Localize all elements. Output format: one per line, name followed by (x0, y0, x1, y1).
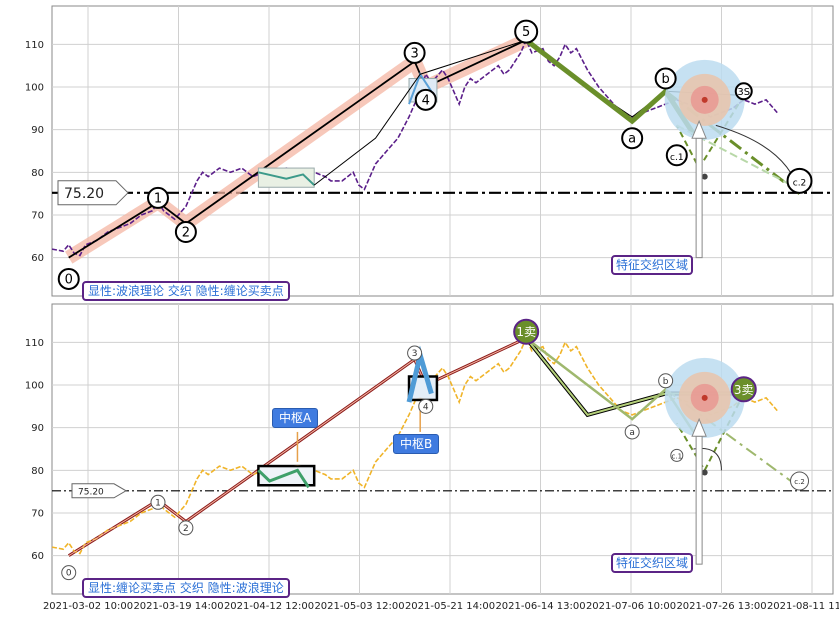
bottom-arrow-shaft (695, 435, 703, 565)
top-wave-label-circle (403, 41, 426, 64)
bottom-y-tick-label: 70 (31, 508, 44, 519)
bottom-wave-label-circle (178, 520, 194, 536)
top-wave-label: b (662, 72, 670, 87)
bottom-wave-label: 3 (412, 349, 418, 359)
top-panel-note: 显性:波浪理论 交织 隐性:缠论买卖点 (82, 281, 290, 301)
hub-a-label: 中枢A (272, 408, 319, 428)
top-hub-a-stroke (258, 171, 315, 186)
top-wave-label-circle (734, 82, 753, 101)
top-plot-frame (51, 5, 834, 297)
bottom-hub-a-stroke (257, 468, 310, 489)
bottom-wave-label: 0 (66, 569, 72, 579)
bottom-target-dot (701, 394, 708, 401)
top-feature-zone-label: 特征交织区域 (611, 255, 694, 275)
top-level-tag-text: 75.20 (64, 186, 104, 202)
x-tick-label: 2021-08-11 11:00 (767, 601, 839, 612)
top-wave-label-circle (654, 67, 677, 90)
bottom-endpoint-dot (701, 469, 708, 476)
bottom-level-tag (71, 483, 127, 499)
top-wave-label: c.1 (670, 153, 684, 163)
top-wave-label-circle (57, 267, 80, 290)
bottom-wave-inner (68, 337, 527, 557)
top-light-projection (676, 124, 800, 191)
x-tick-label: 2021-07-26 13:00 (676, 601, 766, 612)
bottom-wave-label: c.1 (672, 452, 683, 460)
bottom-wave-label-circle (513, 318, 540, 345)
bottom-wave-label-circle (670, 448, 684, 462)
x-tick-label: 2021-05-03 12:00 (314, 601, 404, 612)
x-tick-label: 2021-03-19 14:00 (133, 601, 223, 612)
top-wave-label: 5 (522, 25, 530, 40)
top-wave-label-circle (621, 127, 644, 150)
top-y-tick-label: 80 (31, 168, 44, 179)
bottom-wave-label-circle (658, 373, 674, 389)
bottom-wave-label-circle (790, 471, 810, 491)
bottom-wave-label: 1卖 (516, 325, 536, 339)
top-wave-label-circle (786, 167, 813, 194)
x-tick-label: 2021-05-21 14:00 (405, 601, 495, 612)
bottom-plot-frame (51, 303, 834, 595)
bottom-wave-label: c.2 (794, 478, 805, 486)
bottom-feature-zone-label: 特征交织区域 (611, 553, 694, 573)
bottom-wave-label-circle (418, 398, 434, 414)
top-wave-label-circle (414, 88, 437, 111)
bottom-arrow-head (691, 417, 707, 437)
bottom-wave-label-circle (61, 565, 77, 581)
bottom-wave-label: a (629, 428, 635, 438)
top-wave-label: 0 (65, 272, 73, 287)
bottom-wave-label: 4 (423, 402, 429, 412)
top-wave-label: 1 (154, 191, 162, 206)
x-tick-label: 2021-07-06 10:00 (586, 601, 676, 612)
bottom-y-tick-label: 100 (25, 381, 44, 392)
bottom-wave-label-circle (150, 494, 166, 510)
bottom-green-dash (675, 393, 745, 473)
top-wave-label: 2 (182, 226, 190, 241)
top-wave-label: 3 (410, 46, 418, 61)
bottom-wave-label: 3卖 (734, 383, 754, 397)
bottom-wave-label-circle (624, 424, 640, 440)
top-arrow-head (691, 119, 707, 139)
top-wave-label-circle (514, 19, 539, 44)
top-wave-label-circle (174, 221, 197, 244)
x-tick-label: 2021-04-12 12:00 (224, 601, 314, 612)
bottom-wave-label-circle (407, 345, 423, 361)
x-tick-label: 2021-06-14 13:00 (495, 601, 585, 612)
top-wave-label: 4 (422, 93, 430, 108)
top-level-tag (57, 180, 129, 206)
bottom-y-tick-label: 110 (25, 338, 44, 349)
top-wave-label-circle (146, 186, 169, 209)
bottom-y-tick-label: 80 (31, 466, 44, 477)
bottom-wave-label: b (663, 377, 669, 387)
bottom-y-tick-label: 60 (31, 551, 44, 562)
bottom-wave-label: 1 (155, 498, 161, 508)
top-hub-a-box (257, 167, 315, 188)
hub-b-label: 中枢B (393, 434, 440, 454)
top-y-tick-label: 60 (31, 253, 44, 264)
top-wave-label: a (628, 132, 636, 147)
top-target-dot (701, 96, 708, 103)
top-wave-label-circle (665, 144, 688, 167)
top-wave-label: 3S (737, 87, 750, 98)
x-tick-label: 2021-03-02 10:00 (43, 601, 133, 612)
top-y-tick-label: 70 (31, 210, 44, 221)
top-y-tick-label: 110 (25, 40, 44, 51)
bottom-level-tag-text: 75.20 (78, 487, 104, 497)
top-y-tick-label: 100 (25, 83, 44, 94)
top-wave-line (68, 39, 527, 259)
top-wave-label: c.2 (793, 178, 807, 188)
bottom-y-tick-label: 90 (31, 423, 44, 434)
top-y-tick-label: 90 (31, 125, 44, 136)
bottom-wave-label-circle (730, 376, 757, 403)
top-arrow-shaft (695, 137, 703, 259)
bottom-panel-note: 显性:缠论买卖点 交织 隐性:波浪理论 (82, 578, 290, 598)
bottom-wave-label: 2 (183, 524, 189, 534)
top-endpoint-dot (701, 173, 708, 180)
